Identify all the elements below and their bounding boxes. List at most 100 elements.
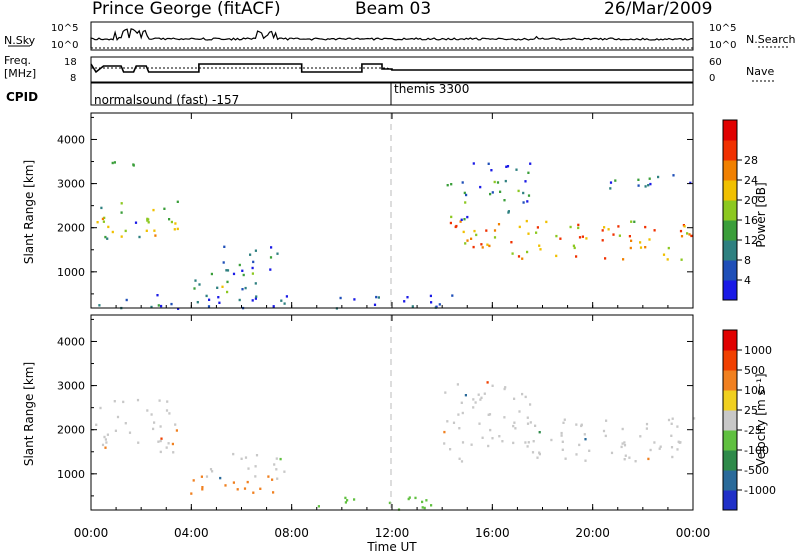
- velocity-echo-cell: [526, 422, 530, 425]
- nave-label: Nave: [746, 65, 774, 78]
- velocity-echo-cell: [153, 421, 156, 424]
- velocity-echo-cell: [116, 415, 120, 419]
- nave-tick-bottom: 0: [709, 73, 715, 84]
- colorbar-tick-label: 4: [744, 274, 751, 287]
- power-echo-cell: [578, 236, 582, 239]
- power-echo-cell: [157, 304, 160, 307]
- velocity-echo-cell: [488, 413, 492, 416]
- velocity-echo-cell: [477, 393, 480, 396]
- power-echo-cell: [521, 257, 524, 260]
- velocity-echo-cell: [267, 475, 270, 478]
- colorbar-frame: [722, 329, 738, 511]
- power-echo-cell: [102, 220, 105, 223]
- y-tick-label: 1000: [57, 468, 85, 481]
- y-tick-label: 2000: [57, 424, 85, 437]
- colorbar-frame: [722, 119, 738, 301]
- power-echo-cell: [518, 225, 521, 229]
- velocity-echo-cell: [255, 454, 259, 457]
- time-tick-label: 16:00: [475, 526, 510, 540]
- velocity-echo-cell: [461, 411, 464, 415]
- velocity-echo-cell: [167, 442, 170, 445]
- velocity-colorbar-label: Velocity [m s⁻¹]: [754, 373, 768, 466]
- power-echo-cell: [101, 217, 104, 221]
- velocity-echo-cell: [562, 421, 565, 424]
- power-echo-cell: [472, 162, 475, 165]
- power-echo-cell: [470, 237, 473, 240]
- power-echo-cell: [480, 243, 483, 246]
- colorbar-tick-label: 8: [744, 254, 751, 267]
- velocity-echo-cell: [254, 475, 257, 478]
- power-echo-cell: [653, 229, 656, 232]
- colorbar-tick-label: -500: [744, 464, 769, 477]
- power-echo-cell: [459, 220, 462, 223]
- velocity-echo-cell: [190, 492, 193, 495]
- power-echo-cell: [507, 210, 510, 213]
- velocity-echo-cell: [604, 434, 607, 438]
- colorbar-swatch: [723, 200, 737, 221]
- power-echo-cell: [455, 224, 458, 228]
- velocity-echo-cell: [388, 501, 391, 505]
- power-echo-cell: [475, 233, 478, 237]
- power-echo-cell: [153, 229, 156, 232]
- power-echo-cell: [573, 246, 576, 250]
- power-echo-cell: [493, 236, 497, 239]
- colorbar-swatch: [723, 410, 737, 431]
- velocity-echo-cell: [232, 481, 235, 484]
- velocity-echo-cell: [524, 441, 527, 444]
- colorbar-tick-label: -25: [744, 424, 762, 437]
- power-echo-cell: [601, 239, 604, 242]
- velocity-echo-cell: [480, 396, 483, 399]
- power-echo-cell: [125, 298, 128, 302]
- velocity-echo-cell: [283, 470, 286, 473]
- power-echo-cell: [174, 222, 177, 225]
- velocity-echo-cell: [171, 442, 174, 446]
- colorbar-tick-label: -100: [744, 444, 769, 457]
- velocity-echo-cell: [628, 456, 631, 459]
- velocity-echo-cell: [458, 457, 461, 460]
- velocity-echo-cell: [514, 427, 517, 430]
- power-echo-cell: [683, 225, 686, 228]
- velocity-echo-cell: [575, 453, 578, 456]
- power-echo-cell: [680, 235, 684, 238]
- power-echo-cell: [463, 191, 466, 195]
- velocity-echo-cell: [344, 501, 347, 504]
- colorbar-swatch: [723, 330, 737, 351]
- power-echo-cell: [464, 242, 467, 245]
- power-echo-cell: [577, 226, 580, 230]
- velocity-echo-cell: [421, 500, 424, 504]
- power-echo-cell: [147, 221, 150, 224]
- velocity-echo-cell: [474, 401, 477, 404]
- power-echo-cell: [486, 243, 489, 246]
- power-echo-cell: [218, 301, 221, 304]
- time-tick-label: 04:00: [174, 526, 209, 540]
- power-echo-cell: [639, 241, 642, 244]
- power-echo-cell: [113, 161, 116, 164]
- velocity-echo-cell: [128, 431, 132, 434]
- time-axis-label: Time UT: [366, 540, 417, 554]
- power-echo-cell: [522, 191, 525, 195]
- velocity-echo-cell: [486, 381, 489, 384]
- power-echo-cell: [451, 294, 454, 297]
- power-echo-cell: [210, 272, 213, 276]
- velocity-echo-cell: [271, 478, 274, 481]
- status-panel: N.Sky N.Search 10^5 10^0 10^5 10^0: [4, 21, 796, 51]
- power-echo-cell: [241, 269, 244, 272]
- power-echo-cell: [232, 272, 236, 276]
- power-echo-cell: [524, 180, 527, 183]
- power-echo-cell: [238, 263, 241, 267]
- power-echo-cell: [585, 237, 588, 240]
- power-echo-cell: [152, 208, 155, 212]
- velocity-echo-cell: [470, 443, 473, 446]
- power-echo-cell: [527, 232, 530, 235]
- velocity-echo-cell: [647, 457, 650, 461]
- power-echo-cell: [510, 241, 513, 244]
- velocity-echo-cell: [353, 498, 356, 501]
- power-echo-cell: [526, 250, 529, 254]
- power-echo-cell: [690, 234, 693, 238]
- power-echo-cell: [145, 229, 148, 232]
- velocity-echo-cell: [457, 413, 460, 416]
- power-echo-cell: [252, 260, 255, 264]
- power-echo-cell: [276, 252, 279, 255]
- velocity-echo-cell: [458, 427, 461, 430]
- power-echo-cell: [223, 245, 226, 248]
